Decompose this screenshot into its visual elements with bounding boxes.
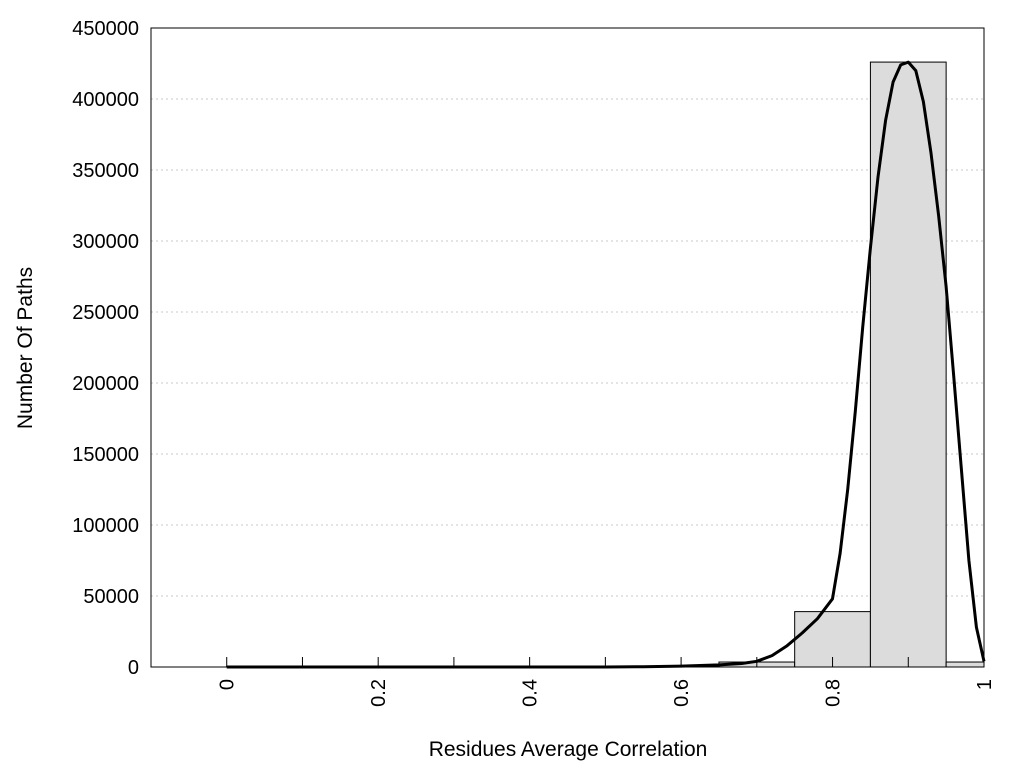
x-tick-label: 1 (974, 679, 996, 690)
grid-lines (151, 98, 984, 597)
x-tick-label: 0 (217, 679, 239, 690)
y-axis-title: Number Of Paths (14, 267, 37, 429)
y-tick-label: 200000 (72, 373, 139, 395)
histogram-bars (226, 61, 985, 668)
y-tick-label: 300000 (72, 231, 139, 253)
x-tick-label: 0.2 (368, 679, 390, 707)
y-axis-ticks: 0 50000 100000 150000 200000 250000 300000 3500… (72, 18, 139, 679)
x-axis-title: Residues Average Correlation (429, 738, 708, 761)
y-tick-label: 450000 (72, 18, 139, 40)
y-tick-label: 250000 (72, 302, 139, 324)
x-tick-label: 0.6 (671, 679, 693, 707)
x-tick-label: 0.8 (823, 679, 845, 707)
plot-frame (150, 27, 985, 668)
y-tick-label: 0 (128, 657, 139, 679)
x-axis-ticks: 0 0.2 0.4 0.6 0.8 1 (217, 657, 996, 707)
y-tick-label: 350000 (72, 160, 139, 182)
y-tick-label: 150000 (72, 444, 139, 466)
y-tick-label: 100000 (72, 515, 139, 537)
y-tick-label: 400000 (72, 89, 139, 111)
y-tick-label: 50000 (83, 586, 139, 608)
histogram-bar (945, 661, 985, 668)
x-tick-label: 0.4 (520, 679, 542, 707)
